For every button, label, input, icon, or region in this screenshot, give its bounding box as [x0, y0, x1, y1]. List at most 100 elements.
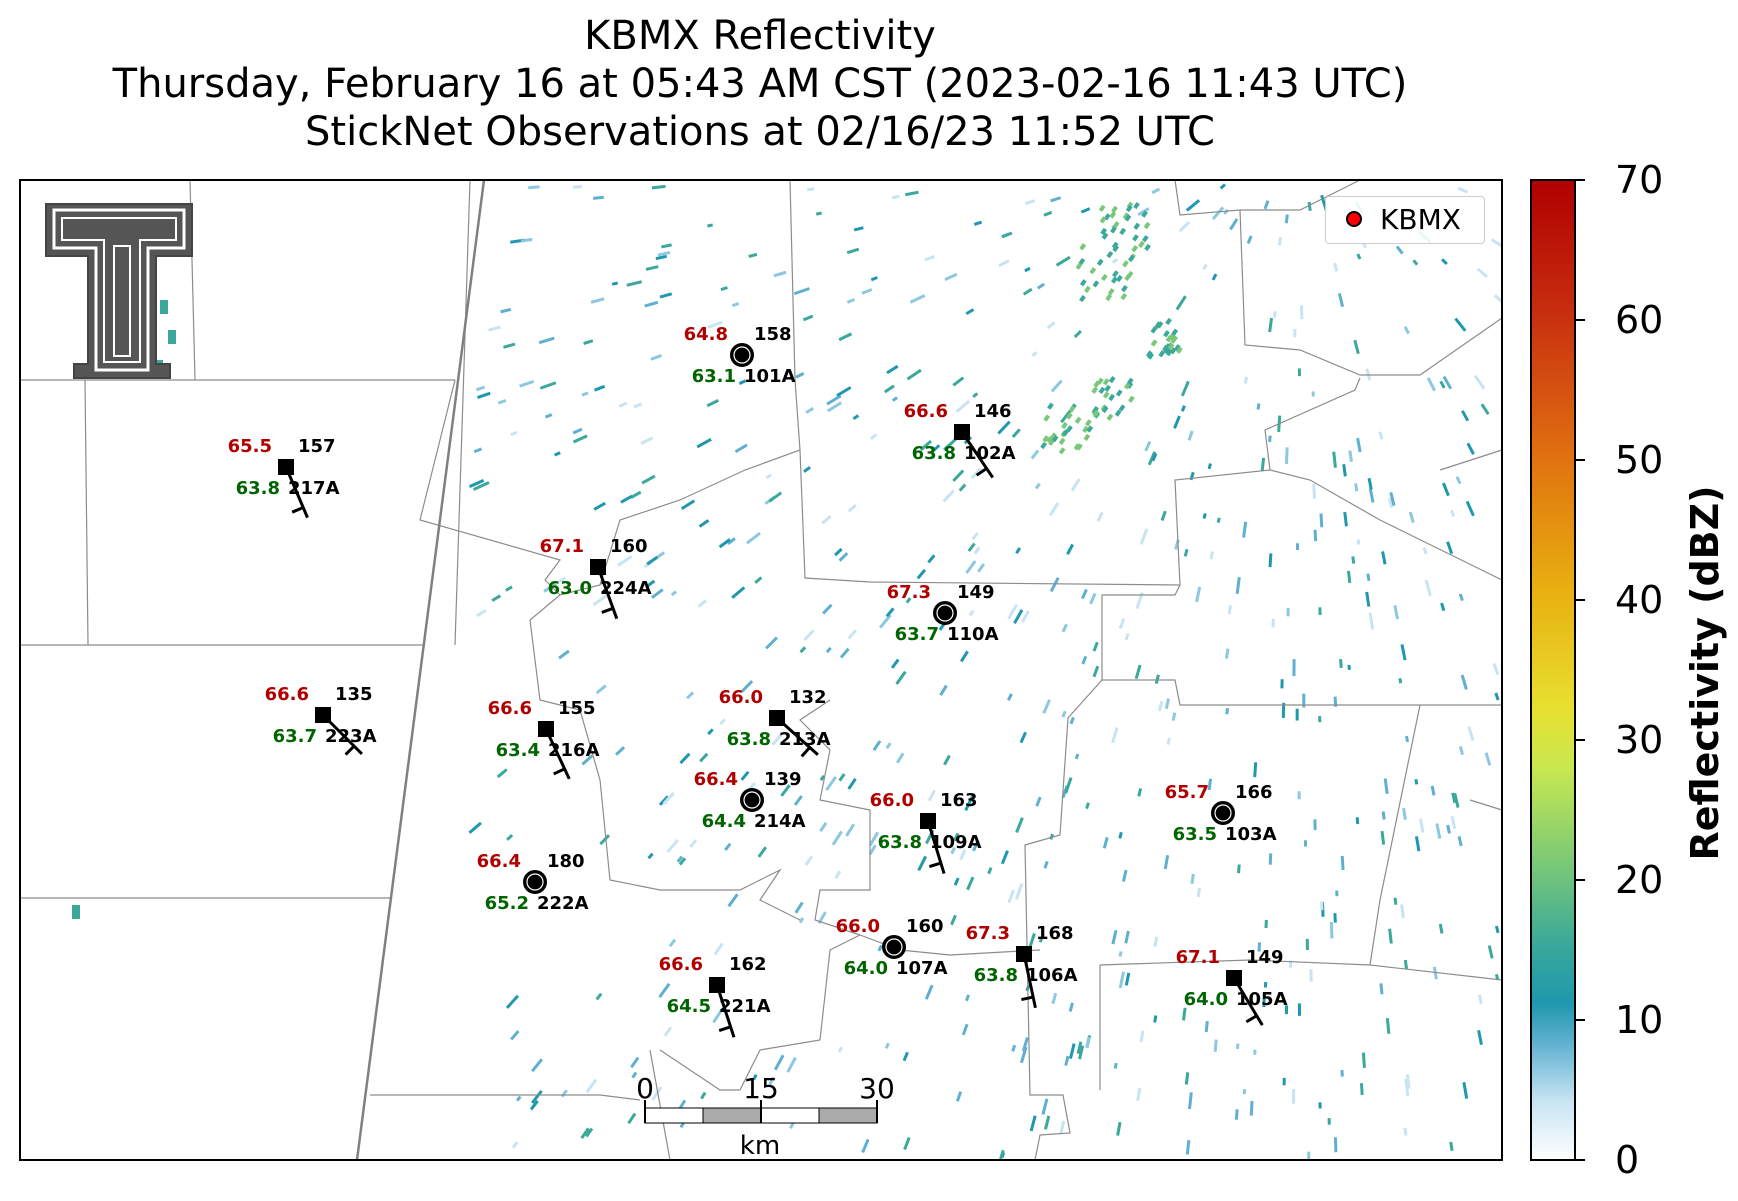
reflectivity-echo [1163, 346, 1171, 355]
reflectivity-echo [599, 834, 611, 846]
reflectivity-echo [786, 1056, 797, 1073]
reflectivity-echo [950, 914, 957, 926]
reflectivity-echo [1253, 762, 1258, 778]
station-217A[interactable]: 65.5 157 63.8 217A [228, 436, 340, 519]
colorbar-tick-label: 30 [1615, 718, 1664, 762]
title-line-time: Thursday, February 16 at 05:43 AM CST (2… [112, 61, 1408, 107]
scalebar-tick-15: 15 [743, 1072, 779, 1105]
reflectivity-echo [885, 607, 895, 618]
reflectivity-echo [1085, 419, 1092, 427]
reflectivity-echo [1043, 1115, 1051, 1130]
reflectivity-echo [1082, 425, 1089, 433]
station-id: 102A [964, 443, 1016, 464]
reflectivity-echo [1021, 610, 1030, 623]
station-102A[interactable]: 66.6 146 63.8 102A [904, 401, 1016, 479]
reflectivity-echo [168, 330, 176, 344]
reflectivity-echo [916, 568, 927, 580]
station-103A[interactable]: 65.7 166 63.5 103A [1165, 782, 1277, 845]
reflectivity-echo [1098, 386, 1106, 394]
station-square-icon [590, 559, 606, 575]
reflectivity-echo [1342, 463, 1347, 477]
reflectivity-echo [1426, 377, 1436, 392]
reflectivity-echo [1359, 1083, 1364, 1096]
reflectivity-echo [581, 754, 594, 766]
county-boundaries [20, 179, 1503, 1161]
reflectivity-echo [960, 650, 969, 663]
station-110A[interactable]: 67.3 149 63.7 110A [887, 582, 999, 645]
station-222A[interactable]: 66.4 180 65.2 222A [477, 851, 589, 914]
reflectivity-echo [1141, 235, 1149, 243]
reflectivity-echo [1143, 221, 1151, 230]
reflectivity-echo [817, 911, 827, 924]
reflectivity-echo [748, 252, 758, 258]
reflectivity-echo [1046, 435, 1054, 444]
station-dewpoint: 63.8 [912, 443, 956, 464]
station-109A[interactable]: 66.0 163 63.8 109A [870, 790, 982, 875]
reflectivity-echo [1119, 227, 1127, 236]
station-temperature: 66.0 [870, 790, 914, 811]
reflectivity-echo [718, 538, 731, 549]
reflectivity-echo [503, 342, 516, 349]
reflectivity-echo [1081, 588, 1088, 600]
reflectivity-echo [1019, 731, 1027, 744]
reflectivity-echo [1414, 778, 1419, 785]
reflectivity-echo [1195, 586, 1202, 603]
reflectivity-echo [836, 386, 852, 397]
station-223A[interactable]: 66.6 135 63.7 223A [265, 684, 377, 756]
title-line-radar: KBMX Reflectivity [584, 13, 936, 59]
reflectivity-echo [1101, 405, 1109, 414]
station-temperature: 67.1 [540, 536, 584, 557]
reflectivity-echo [1153, 936, 1159, 948]
reflectivity-echo [1165, 317, 1172, 326]
station-105A[interactable]: 67.1 149 64.0 105A [1176, 947, 1288, 1026]
reflectivity-echo [658, 795, 670, 806]
reflectivity-echo [924, 255, 935, 262]
reflectivity-echo [1242, 521, 1248, 538]
reflectivity-echo [1209, 551, 1214, 560]
reflectivity-echo [1400, 644, 1407, 661]
reflectivity-echo [968, 609, 975, 617]
reflectivity-echo [658, 982, 671, 998]
wind-barb-icon [926, 820, 946, 875]
reflectivity-echo [1368, 488, 1375, 503]
reflectivity-echo [1438, 923, 1444, 934]
station-221A[interactable]: 66.6 162 64.5 221A [659, 954, 771, 1038]
station-101A[interactable]: 64.8 158 63.1 101A [684, 324, 796, 387]
reflectivity-echo [1381, 551, 1387, 565]
reflectivity-echo [1092, 280, 1100, 288]
reflectivity-echo [1064, 1055, 1070, 1066]
reflectivity-echo [1348, 450, 1354, 463]
reflectivity-echo [1128, 254, 1135, 263]
reflectivity-echo [491, 594, 502, 602]
reflectivity-echo [617, 555, 633, 567]
reflectivity-echo [618, 401, 628, 408]
reflectivity-echo [869, 433, 878, 440]
reflectivity-echo [1124, 972, 1131, 986]
station-square-icon [1226, 970, 1242, 986]
station-107A[interactable]: 66.0 160 64.0 107A [836, 916, 948, 979]
station-216A[interactable]: 66.6 155 63.4 216A [488, 698, 600, 780]
reflectivity-echo [707, 320, 723, 329]
legend-label: KBMX [1380, 203, 1461, 236]
wind-barb-flag-icon [1245, 1014, 1258, 1024]
reflectivity-echo [699, 752, 709, 763]
reflectivity-echo [1163, 330, 1170, 338]
station-106A[interactable]: 67.3 168 63.8 106A [966, 923, 1078, 1009]
reflectivity-echo [1404, 1078, 1410, 1097]
reflectivity-echo [1081, 655, 1088, 665]
colorbar [1530, 179, 1585, 1161]
reflectivity-echo [505, 994, 520, 1009]
station-214A[interactable]: 66.4 139 64.4 214A [694, 769, 806, 832]
reflectivity-echo [472, 481, 490, 491]
station-213A[interactable]: 66.0 132 63.8 213A [719, 687, 831, 758]
station-wind-direction: 180 [547, 851, 585, 872]
reflectivity-echo [1137, 788, 1143, 797]
reflectivity-echo [1351, 556, 1356, 564]
reflectivity-echo [1190, 873, 1195, 884]
station-224A[interactable]: 67.1 160 63.0 224A [540, 536, 652, 620]
reflectivity-echo [515, 1095, 522, 1102]
reflectivity-echo [1015, 817, 1024, 834]
reflectivity-echo [1356, 437, 1362, 453]
reflectivity-echo [1021, 1036, 1029, 1052]
reflectivity-echo [1188, 1092, 1193, 1110]
